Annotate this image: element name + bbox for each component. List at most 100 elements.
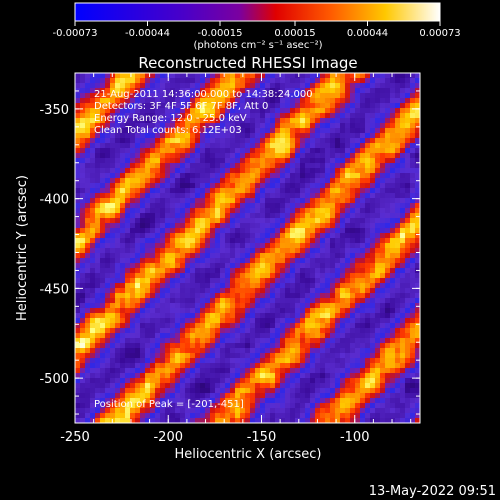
heatmap-cell: [395, 108, 401, 114]
heatmap-cell: [320, 318, 326, 324]
heatmap-cell: [290, 393, 296, 399]
heatmap-cell: [310, 138, 316, 144]
heatmap-cell: [90, 408, 96, 414]
heatmap-cell: [80, 378, 86, 384]
heatmap-cell: [390, 268, 396, 274]
heatmap-cell: [220, 278, 226, 284]
heatmap-cell: [230, 163, 236, 169]
heatmap-cell: [190, 268, 196, 274]
heatmap-cell: [150, 193, 156, 199]
heatmap-cell: [130, 258, 136, 264]
heatmap-cell: [390, 153, 396, 159]
heatmap-cell: [85, 123, 91, 129]
heatmap-cell: [390, 233, 396, 239]
heatmap-cell: [360, 73, 366, 79]
heatmap-cell: [370, 253, 376, 259]
heatmap-cell: [140, 333, 146, 339]
heatmap-cell: [400, 73, 406, 79]
heatmap-cell: [250, 108, 256, 114]
heatmap-cell: [270, 298, 276, 304]
heatmap-cell: [225, 308, 231, 314]
heatmap-cell: [185, 393, 191, 399]
heatmap-cell: [200, 238, 206, 244]
heatmap-cell: [325, 363, 331, 369]
heatmap-cell: [95, 378, 101, 384]
heatmap-cell: [245, 393, 251, 399]
heatmap-cell: [245, 133, 251, 139]
heatmap-cell: [140, 393, 146, 399]
heatmap-cell: [160, 163, 166, 169]
heatmap-cell: [125, 193, 131, 199]
heatmap-cell: [145, 333, 151, 339]
heatmap-cell: [195, 228, 201, 234]
heatmap-cell: [275, 113, 281, 119]
heatmap-cell: [110, 353, 116, 359]
heatmap-cell: [195, 378, 201, 384]
heatmap-cell: [230, 328, 236, 334]
heatmap-cell: [325, 338, 331, 344]
heatmap-cell: [255, 193, 261, 199]
heatmap-cell: [140, 253, 146, 259]
heatmap-cell: [140, 213, 146, 219]
heatmap-cell: [100, 408, 106, 414]
heatmap-cell: [200, 88, 206, 94]
heatmap-cell: [260, 173, 266, 179]
heatmap-cell: [140, 148, 146, 154]
heatmap-cell: [175, 398, 181, 404]
heatmap-cell: [105, 323, 111, 329]
heatmap-cell: [225, 383, 231, 389]
heatmap-cell: [240, 333, 246, 339]
heatmap-cell: [310, 358, 316, 364]
heatmap-cell: [390, 408, 396, 414]
heatmap-cell: [140, 198, 146, 204]
heatmap-cell: [155, 258, 161, 264]
heatmap-cell: [130, 378, 136, 384]
heatmap-cell: [360, 163, 366, 169]
heatmap-cell: [75, 363, 81, 369]
heatmap-cell: [245, 123, 251, 129]
heatmap-cell: [230, 368, 236, 374]
heatmap-cell: [165, 93, 171, 99]
heatmap-cell: [150, 203, 156, 209]
heatmap-cell: [190, 143, 196, 149]
heatmap-cell: [415, 208, 420, 214]
heatmap-cell: [305, 153, 311, 159]
heatmap-cell: [80, 418, 86, 423]
heatmap-cell: [195, 143, 201, 149]
heatmap-cell: [325, 308, 331, 314]
heatmap-cell: [185, 253, 191, 259]
heatmap-cell: [100, 313, 106, 319]
heatmap-cell: [300, 73, 306, 79]
heatmap-cell: [160, 168, 166, 174]
heatmap-cell: [160, 98, 166, 104]
heatmap-cell: [250, 153, 256, 159]
heatmap-cell: [245, 128, 251, 134]
heatmap-cell: [290, 113, 296, 119]
heatmap-cell: [125, 183, 131, 189]
heatmap-cell: [240, 313, 246, 319]
heatmap-cell: [250, 413, 256, 419]
heatmap-cell: [260, 418, 266, 423]
heatmap-cell: [330, 83, 336, 89]
heatmap-cell: [200, 218, 206, 224]
heatmap-cell: [90, 313, 96, 319]
heatmap-cell: [175, 103, 181, 109]
heatmap-cell: [230, 313, 236, 319]
heatmap-cell: [195, 353, 201, 359]
heatmap-cell: [75, 158, 81, 164]
heatmap-cell: [145, 408, 151, 414]
heatmap-cell: [340, 163, 346, 169]
heatmap-cell: [360, 288, 366, 294]
heatmap-cell: [120, 303, 126, 309]
heatmap-cell: [90, 93, 96, 99]
heatmap-cell: [400, 263, 406, 269]
heatmap-cell: [370, 153, 376, 159]
heatmap-cell: [315, 213, 321, 219]
heatmap-cell: [200, 188, 206, 194]
heatmap-cell: [160, 358, 166, 364]
heatmap-cell: [120, 98, 126, 104]
heatmap-cell: [220, 98, 226, 104]
heatmap-cell: [200, 73, 206, 79]
heatmap-cell: [395, 298, 401, 304]
heatmap-cell: [100, 143, 106, 149]
